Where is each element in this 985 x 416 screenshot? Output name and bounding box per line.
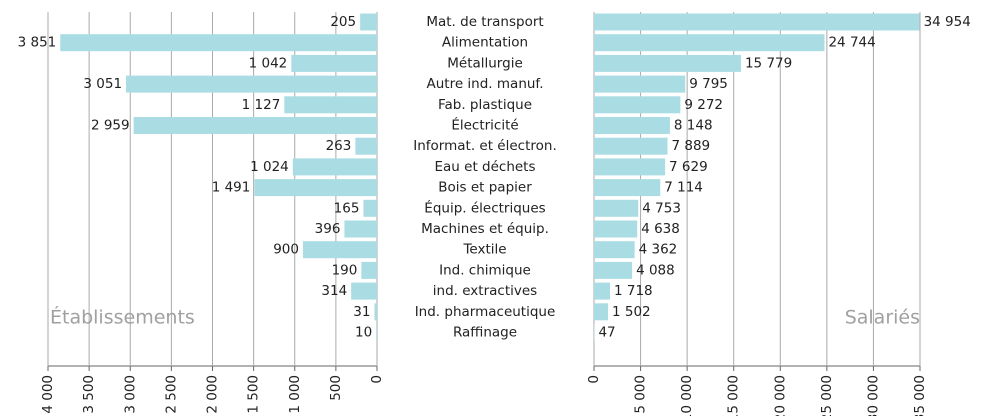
x-tick-label: 5 000 (633, 375, 649, 414)
category-label: Mat. de transport (426, 14, 543, 30)
data-label: 900 (273, 242, 299, 258)
bar (594, 34, 825, 52)
data-label: 9 795 (689, 76, 728, 92)
data-label: 1 042 (249, 55, 288, 71)
category-label: Ind. chimique (439, 262, 531, 278)
data-label: 1 127 (242, 97, 281, 113)
bar (374, 303, 377, 321)
bar (302, 241, 377, 259)
bar (60, 34, 377, 52)
bar (376, 324, 377, 341)
data-label: 1 718 (614, 283, 653, 299)
category-label: Électricité (451, 117, 518, 134)
data-label: 9 272 (684, 97, 723, 113)
data-label: 1 024 (250, 159, 289, 175)
bar (133, 117, 377, 134)
category-label: Bois et papier (438, 180, 532, 196)
x-tick-label: 500 (328, 375, 344, 401)
x-tick-label: 4 000 (40, 375, 56, 414)
category-label: Raffinage (453, 325, 517, 341)
bar (355, 137, 377, 155)
data-label: 7 889 (671, 138, 710, 154)
category-label: Ind. pharmaceutique (415, 304, 556, 320)
data-label: 47 (598, 325, 615, 341)
x-tick-label: 0 (369, 375, 385, 384)
panel-label: Établissements (50, 306, 195, 329)
bar (594, 96, 681, 114)
category-label: Textile (462, 242, 506, 258)
bar (361, 261, 377, 279)
data-label: 4 362 (639, 242, 678, 258)
category-label: Informat. et électron. (413, 138, 557, 154)
bar (594, 241, 635, 259)
data-label: 1 491 (212, 180, 251, 196)
data-label: 24 744 (828, 35, 875, 51)
category-label: Alimentation (442, 35, 528, 51)
bar (594, 75, 686, 93)
category-label: ind. extractives (433, 283, 537, 299)
bar (594, 13, 920, 31)
x-tick-label: 30 000 (865, 375, 881, 416)
x-tick-label: 10 000 (679, 375, 695, 416)
bar (594, 137, 668, 155)
category-label: Eau et déchets (434, 159, 535, 175)
bar (363, 199, 377, 217)
bar (594, 179, 661, 197)
x-tick-label: 20 000 (772, 375, 788, 416)
x-tick-label: 15 000 (726, 375, 742, 416)
bar (594, 158, 666, 176)
bar (594, 117, 670, 134)
data-label: 4 638 (641, 221, 680, 237)
bar (284, 96, 377, 114)
bar (594, 220, 638, 238)
bar (594, 199, 639, 217)
data-label: 15 779 (745, 55, 792, 71)
bar (594, 54, 741, 72)
x-tick-label: 1 500 (246, 375, 262, 414)
category-label: Métallurgie (447, 55, 523, 71)
x-tick-label: 1 000 (287, 375, 303, 414)
bar (594, 303, 608, 321)
category-label: Machines et équip. (421, 221, 549, 237)
bar (351, 282, 377, 300)
data-label: 31 (353, 304, 370, 320)
bar (292, 158, 377, 176)
bar (291, 54, 377, 72)
bar (344, 220, 377, 238)
x-tick-label: 2 500 (163, 375, 179, 414)
data-label: 7 114 (664, 180, 703, 196)
data-label: 165 (334, 200, 360, 216)
x-tick-label: 3 500 (81, 375, 97, 414)
data-label: 7 629 (669, 159, 708, 175)
data-label: 3 851 (18, 35, 57, 51)
x-tick-label: 35 000 (912, 375, 928, 416)
bar (594, 282, 611, 300)
category-label: Fab. plastique (438, 97, 532, 113)
data-label: 4 753 (642, 200, 681, 216)
x-tick-label: 25 000 (819, 375, 835, 416)
data-label: 314 (321, 283, 347, 299)
x-tick-label: 0 (586, 375, 602, 384)
data-label: 2 959 (91, 118, 130, 134)
data-label: 1 502 (612, 304, 651, 320)
data-label: 3 051 (83, 76, 122, 92)
bar (360, 13, 377, 31)
data-label: 190 (332, 262, 358, 278)
data-label: 10 (355, 325, 372, 341)
x-tick-label: 3 000 (122, 375, 138, 414)
x-tick-label: 2 000 (205, 375, 221, 414)
data-label: 396 (315, 221, 341, 237)
bar (126, 75, 377, 93)
data-label: 8 148 (674, 118, 713, 134)
panel-label: Salariés (845, 307, 920, 329)
bar (594, 261, 633, 279)
category-label: Autre ind. manuf. (427, 76, 544, 92)
data-label: 205 (330, 14, 356, 30)
data-label: 34 954 (924, 14, 971, 30)
bar (254, 179, 377, 197)
category-label: Équip. électriques (424, 199, 545, 216)
data-label: 4 088 (636, 262, 675, 278)
data-label: 263 (326, 138, 352, 154)
